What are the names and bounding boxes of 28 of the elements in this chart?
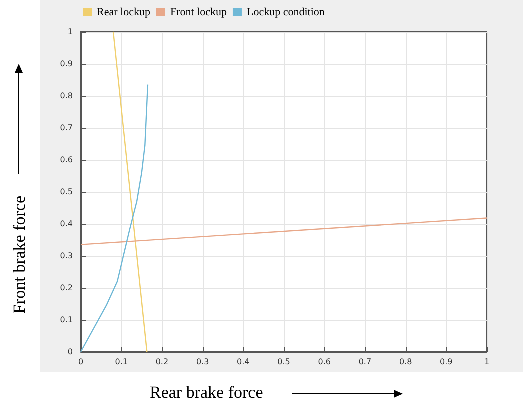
y-tick-label: 0	[68, 348, 73, 356]
y-tick-label: 0.5	[60, 188, 73, 196]
x-tick-label: 0.6	[318, 358, 331, 366]
line-series	[80, 84, 149, 353]
y-tick-label: 0.3	[60, 252, 73, 260]
legend-label: Front lockup	[170, 6, 228, 18]
x-tick-label: 0.9	[440, 358, 453, 366]
y-tick-label: 0.6	[60, 156, 73, 164]
x-tick-label: 0.8	[399, 358, 412, 366]
y-tick-label: 0.2	[60, 284, 73, 292]
legend-label: Rear lockup	[97, 6, 151, 18]
x-tick-label: 0.5	[278, 358, 290, 366]
x-tick-label: 0	[78, 358, 84, 366]
y-tick-label: 0.8	[60, 92, 73, 100]
x-tick-label: 0.2	[156, 358, 169, 366]
x-tick-label: 0.3	[196, 358, 210, 366]
legend-label: Lockup condition	[246, 6, 326, 18]
y-tick-label: 0.7	[60, 124, 73, 132]
y-tick-label: 0.4	[60, 220, 73, 228]
x-tick-label: 1	[484, 358, 490, 366]
x-tick-label: 0.1	[115, 358, 128, 366]
y-axis-title: Front brake force	[10, 196, 30, 314]
x-tick-label: 0.4	[237, 358, 250, 366]
x-tick-label: 0.7	[358, 358, 372, 366]
y-tick-label: 0.9	[60, 60, 73, 68]
y-tick-label: 0.1	[60, 316, 73, 324]
y-tick-label: 1	[68, 28, 73, 36]
x-axis-title: Rear brake force	[150, 383, 264, 403]
